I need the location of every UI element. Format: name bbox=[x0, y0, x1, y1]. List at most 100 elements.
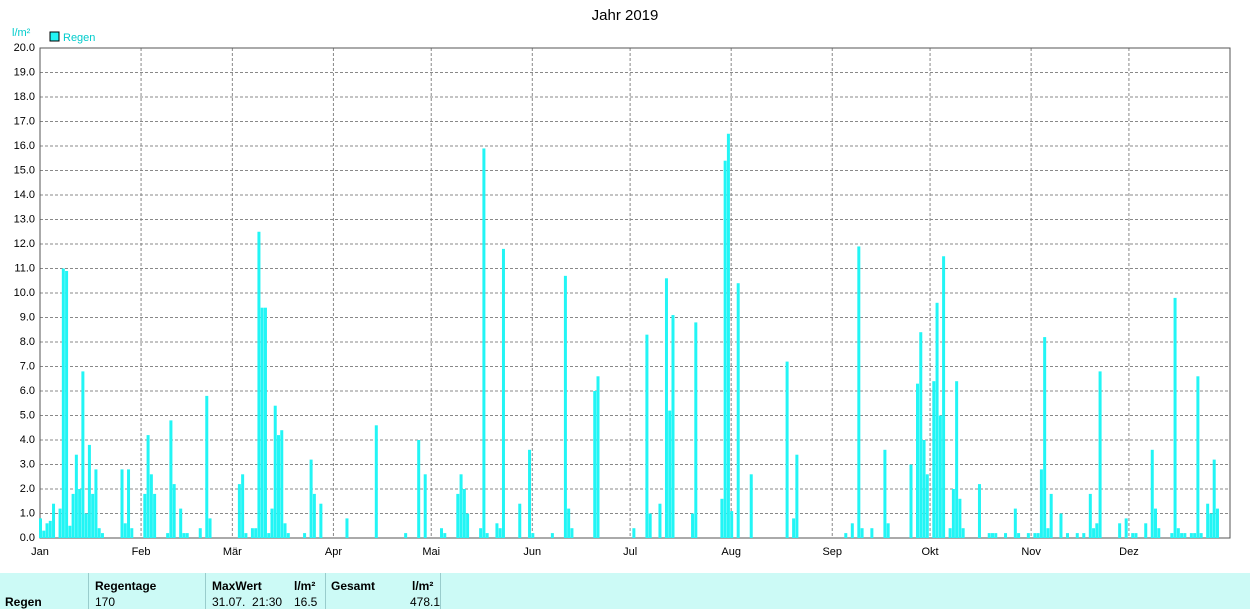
bar bbox=[1017, 533, 1021, 538]
bar bbox=[267, 533, 271, 538]
bar bbox=[749, 474, 753, 538]
bar bbox=[39, 518, 42, 538]
bar bbox=[938, 415, 942, 538]
bar bbox=[94, 469, 98, 538]
bar bbox=[45, 523, 49, 538]
bar bbox=[263, 307, 267, 538]
chart-title: Jahr 2019 bbox=[592, 7, 659, 24]
chart: Jahr 2019 l/m² Regen 0.0 1.0 2.0 3.0 4.0 5.0 6… bbox=[12, 7, 1231, 558]
bar bbox=[482, 148, 486, 538]
y-tick-label: 4.0 bbox=[20, 434, 35, 446]
bar bbox=[883, 449, 887, 538]
cell: 478.1 bbox=[410, 595, 441, 609]
bar bbox=[130, 528, 134, 538]
bar bbox=[726, 133, 730, 538]
bar bbox=[1144, 523, 1148, 538]
bar bbox=[48, 520, 52, 538]
y-tick-label: 18.0 bbox=[14, 91, 35, 103]
bar bbox=[237, 484, 241, 538]
bar bbox=[792, 518, 796, 538]
bar bbox=[1043, 337, 1047, 538]
bar bbox=[1131, 533, 1135, 538]
bar bbox=[925, 474, 929, 538]
bar bbox=[498, 528, 502, 538]
bar bbox=[462, 489, 466, 538]
bar bbox=[81, 371, 85, 538]
header: Gesamt bbox=[331, 579, 376, 593]
bar bbox=[563, 275, 567, 538]
bar bbox=[886, 523, 890, 538]
bar bbox=[958, 498, 962, 538]
bar bbox=[671, 315, 675, 538]
bar bbox=[182, 533, 186, 538]
bar bbox=[994, 533, 998, 538]
y-tick-label: 16.0 bbox=[14, 140, 35, 152]
bar bbox=[120, 469, 124, 538]
separator bbox=[205, 573, 206, 609]
x-tick-label: Jan bbox=[31, 546, 49, 558]
bar bbox=[593, 391, 597, 538]
bar bbox=[423, 474, 427, 538]
bar bbox=[645, 334, 649, 538]
bar bbox=[270, 508, 274, 538]
bar bbox=[404, 533, 408, 538]
bar bbox=[1170, 533, 1174, 538]
bar bbox=[664, 278, 668, 538]
bar bbox=[1134, 533, 1138, 538]
y-tick-label: 1.0 bbox=[20, 507, 35, 519]
bar bbox=[485, 533, 489, 538]
cell: 16.5 bbox=[294, 595, 318, 609]
header: l/m² bbox=[294, 579, 316, 593]
bar bbox=[1036, 533, 1040, 538]
bar bbox=[1033, 533, 1037, 538]
bar bbox=[149, 474, 153, 538]
bar bbox=[951, 489, 955, 538]
y-tick-label: 6.0 bbox=[20, 385, 35, 397]
x-tick-label: Mär bbox=[223, 546, 242, 558]
bar bbox=[277, 435, 280, 538]
y-tick-label: 8.0 bbox=[20, 336, 35, 348]
bar bbox=[860, 528, 864, 538]
bar bbox=[1189, 533, 1193, 538]
y-tick-label: 14.0 bbox=[14, 189, 35, 201]
bar bbox=[1209, 513, 1213, 538]
bar bbox=[1157, 528, 1161, 538]
bar bbox=[127, 469, 131, 538]
summary-table: Regen Regentage MaxWert l/m² Gesamt l/m²… bbox=[0, 573, 1250, 609]
bar bbox=[52, 503, 56, 538]
bar bbox=[459, 474, 463, 538]
bar bbox=[730, 511, 734, 538]
bar bbox=[1049, 493, 1053, 538]
bar bbox=[1026, 533, 1030, 538]
bar bbox=[1098, 371, 1102, 538]
bar bbox=[84, 513, 88, 538]
bar bbox=[531, 533, 535, 538]
bar bbox=[720, 498, 724, 538]
bar bbox=[1180, 533, 1184, 538]
y-tick-label: 17.0 bbox=[14, 115, 35, 127]
bar bbox=[668, 410, 672, 538]
bar bbox=[1193, 533, 1197, 538]
header: Regentage bbox=[95, 579, 157, 593]
bar bbox=[273, 405, 277, 538]
bar bbox=[312, 493, 316, 538]
x-tick-label: Jul bbox=[623, 546, 637, 558]
x-tick-label: Okt bbox=[921, 546, 938, 558]
bar bbox=[97, 528, 101, 538]
bar bbox=[1092, 528, 1096, 538]
bar bbox=[567, 508, 571, 538]
bar bbox=[961, 528, 965, 538]
bar bbox=[100, 533, 104, 538]
bar bbox=[286, 533, 290, 538]
y-unit: l/m² bbox=[12, 27, 31, 39]
y-tick-label: 7.0 bbox=[20, 360, 35, 372]
bar bbox=[850, 523, 854, 538]
bar bbox=[922, 440, 926, 538]
y-tick-label: 10.0 bbox=[14, 287, 35, 299]
bar bbox=[283, 523, 287, 538]
bar bbox=[241, 474, 245, 538]
bar bbox=[1199, 533, 1203, 538]
bar bbox=[785, 361, 789, 538]
bar bbox=[91, 493, 95, 538]
bar bbox=[932, 381, 936, 538]
